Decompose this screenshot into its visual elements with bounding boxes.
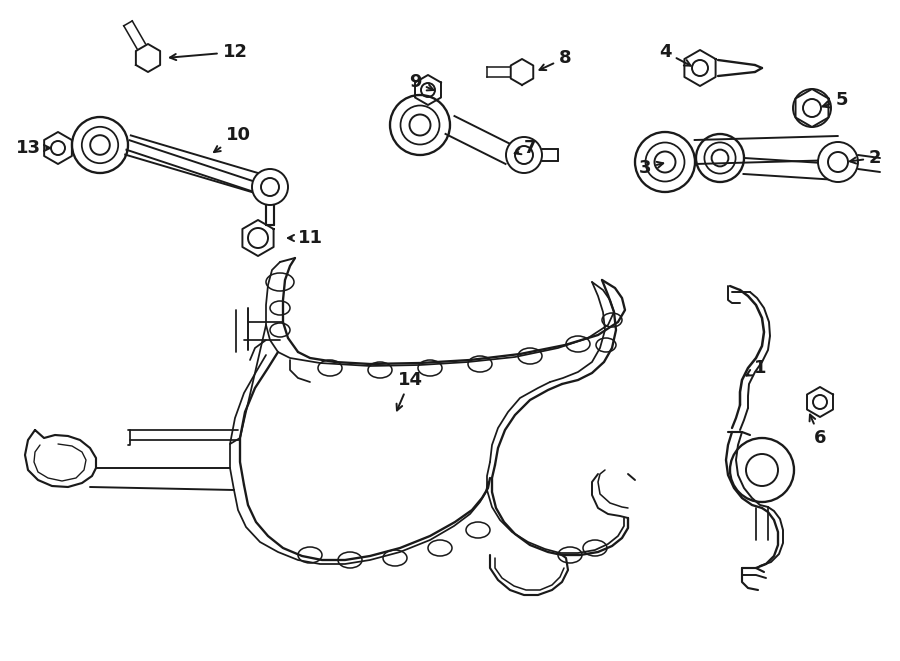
Circle shape [506,137,542,173]
Polygon shape [136,44,160,72]
Text: 7: 7 [515,139,536,157]
Polygon shape [807,387,833,417]
Text: 5: 5 [823,91,848,109]
Polygon shape [684,50,716,86]
Text: 4: 4 [659,43,690,65]
Text: 12: 12 [170,43,248,61]
Text: 11: 11 [288,229,322,247]
Text: 9: 9 [409,73,434,91]
Polygon shape [510,59,534,85]
Circle shape [818,142,858,182]
Text: 14: 14 [397,371,422,410]
Text: 10: 10 [214,126,250,152]
Text: 13: 13 [15,139,50,157]
Polygon shape [44,132,72,164]
Polygon shape [242,220,274,256]
Polygon shape [796,89,829,127]
Text: 8: 8 [539,49,572,70]
Text: 1: 1 [746,359,766,377]
Text: 2: 2 [850,149,881,167]
Text: 3: 3 [639,159,663,177]
Text: 6: 6 [809,414,826,447]
Circle shape [252,169,288,205]
Polygon shape [415,75,441,105]
